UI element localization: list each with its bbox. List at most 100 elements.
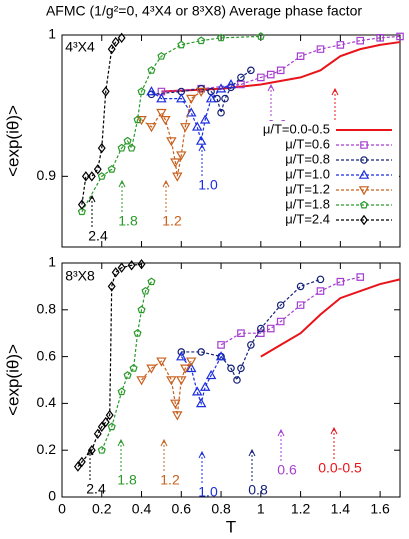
marker: [123, 371, 132, 379]
marker: [205, 369, 217, 380]
marker: [215, 351, 227, 361]
marker: [111, 36, 120, 48]
marker: [199, 381, 211, 391]
marker: [186, 362, 197, 373]
marker: [87, 171, 96, 182]
x-axis-label: T: [226, 517, 236, 536]
marker: [195, 397, 207, 408]
legend-marker: [360, 214, 368, 226]
marker: [137, 258, 146, 270]
arrow-head: [198, 143, 206, 152]
arrow-head: [267, 83, 275, 92]
annotation: 1.2: [160, 472, 180, 488]
x-tick-label: 1.4: [331, 501, 351, 517]
marker: [160, 115, 171, 126]
marker: [97, 142, 106, 154]
legend-marker: [358, 186, 370, 196]
legend-marker: [358, 169, 370, 179]
x-tick-label: 1.2: [291, 501, 311, 517]
marker: [296, 52, 305, 61]
arrow-head: [86, 447, 94, 456]
x-tick-label: 1: [257, 501, 265, 517]
marker: [172, 172, 183, 182]
marker: [97, 172, 106, 180]
chart-title: AFMC (1/g²=0, 4³X4 or 8³X8) Average phas…: [46, 3, 362, 19]
marker: [266, 70, 275, 79]
marker: [136, 376, 147, 386]
marker: [257, 324, 265, 333]
marker: [77, 207, 86, 216]
marker: [296, 301, 305, 309]
marker: [237, 329, 245, 337]
marker: [336, 277, 345, 286]
annotation: 1.0: [198, 484, 218, 500]
series-line: [77, 263, 142, 467]
marker: [176, 376, 187, 386]
legend-marker: [360, 156, 368, 164]
legend-label: μ/T=0.8: [285, 151, 330, 166]
marker: [97, 445, 106, 454]
marker: [137, 305, 146, 314]
annotation: 1.8: [117, 472, 137, 488]
series-line: [220, 276, 361, 346]
marker: [186, 357, 197, 367]
legend-label: μ/T=1.0: [285, 166, 330, 181]
marker: [356, 36, 365, 45]
x-tick-label: 0: [58, 501, 66, 517]
marker: [93, 164, 102, 175]
marker: [256, 32, 265, 40]
legend-label: μ/T=1.2: [285, 181, 330, 196]
series-line: [151, 83, 232, 142]
marker: [191, 121, 203, 131]
marker: [197, 36, 206, 45]
marker: [237, 73, 245, 82]
marker: [157, 51, 166, 60]
marker: [266, 324, 275, 333]
arrow-head: [118, 179, 126, 188]
series-line: [161, 35, 401, 93]
marker: [123, 136, 132, 145]
legend-marker: [360, 141, 368, 149]
marker: [237, 80, 245, 89]
legend-label: μ/T=0.6: [285, 136, 330, 151]
marker: [117, 262, 126, 273]
marker: [225, 79, 237, 89]
marker: [170, 399, 181, 409]
arrow-head: [117, 438, 125, 447]
marker: [146, 86, 157, 96]
marker: [296, 282, 305, 291]
marker: [129, 364, 138, 372]
marker: [199, 114, 211, 124]
marker: [107, 165, 116, 173]
marker: [195, 87, 207, 97]
marker: [166, 376, 177, 386]
arrow-head: [88, 194, 96, 203]
marker: [195, 135, 207, 145]
marker: [146, 123, 157, 133]
arrow-head: [198, 450, 206, 459]
marker: [133, 115, 142, 124]
y-axis-label: <exp(iθ)>: [3, 105, 22, 177]
marker: [136, 115, 147, 126]
legend-box: [220, 121, 399, 229]
marker: [221, 94, 229, 103]
marker: [81, 171, 90, 182]
marker: [247, 341, 255, 349]
arrow-head: [277, 428, 285, 437]
marker: [197, 348, 205, 356]
marker: [170, 158, 181, 168]
marker: [276, 66, 285, 75]
marker: [147, 66, 156, 74]
marker: [73, 461, 82, 472]
arrow-head: [331, 87, 339, 96]
x-tick-label: 0.6: [172, 501, 192, 517]
marker: [105, 409, 114, 421]
marker: [257, 73, 265, 82]
marker: [180, 364, 191, 374]
arrow-head: [248, 448, 256, 457]
marker: [186, 94, 197, 105]
marker: [93, 428, 102, 440]
annotation: 1.2: [162, 213, 182, 229]
marker: [107, 281, 116, 292]
marker: [316, 45, 325, 53]
